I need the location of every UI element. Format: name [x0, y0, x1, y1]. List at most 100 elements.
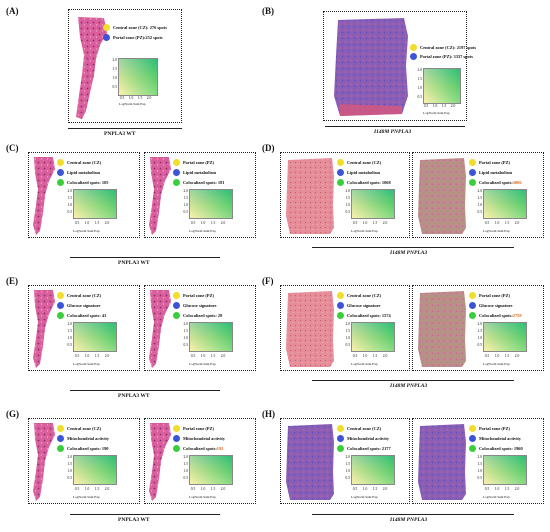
legend-central-zone: Central zone (CZ): 276 spots [103, 24, 167, 31]
panel-label-c: (C) [6, 143, 19, 153]
divider [70, 514, 220, 515]
legend-colocalized: Colocalized spots: 43 [57, 312, 106, 319]
panel-b-frame: Central zone (CZ): 2197 spots Portal zon… [323, 11, 476, 121]
colocalization-color-key: 2.0 1.5 1.0 0.5 0.5 1.0 1.5 2.0 LogNorm … [339, 455, 399, 503]
colocalization-color-key: 2.0 1.5 1.0 0.5 0.5 1.0 1.5 2.0 LogNorm … [61, 322, 121, 370]
legend-signature: Lipid metabolism [337, 169, 380, 176]
yellow-dot-icon [469, 425, 476, 432]
colocalization-color-key: 2.0 1.5 1.0 0.5 0.5 1.0 1.5 2.0 LogNorm … [471, 189, 531, 237]
blue-dot-icon [337, 435, 344, 442]
highlight-count: 192 [216, 446, 224, 451]
panel-f-right-frame: Portal zone (PZ) Glucose signature Coloc… [412, 285, 544, 371]
legend-colocalized: Colocalized spots: 1068 [337, 179, 391, 186]
tissue-section-image [418, 158, 466, 234]
tissue-section-image [286, 424, 334, 500]
colocalization-color-key: 2.0 1.5 1.0 0.5 0.5 1.0 1.5 2.0 LogNorm … [61, 189, 121, 237]
divider [312, 380, 514, 381]
green-dot-icon [57, 179, 64, 186]
green-dot-icon [469, 445, 476, 452]
blue-dot-icon [173, 302, 180, 309]
panel-g-right-frame: Portal zone (PZ) Mitochondrial activity … [144, 418, 256, 504]
panel-d-right-frame: Portal zone (PZ) Lipid metabolism Coloca… [412, 152, 544, 238]
panel-g-left-frame: Central zone (CZ) Mitochondrial activity… [28, 418, 140, 504]
panel-e-left-frame: Central zone (CZ) Glucose signature Colo… [28, 285, 140, 371]
legend-colocalized: Colocalized spots: 28 [173, 312, 222, 319]
blue-dot-icon [469, 302, 476, 309]
highlight-count: 3006 [512, 180, 522, 185]
tissue-section-image [286, 291, 334, 367]
legend-zone: Portal zone (PZ) [173, 292, 214, 299]
legend-signature: Mitochondrial activity [469, 435, 521, 442]
caption-h: I148M PNPLA3 [390, 517, 428, 523]
yellow-dot-icon [173, 159, 180, 166]
yellow-dot-icon [57, 292, 64, 299]
tissue-section-image [76, 17, 107, 119]
panel-f-left-frame: Central zone (CZ) Glucose signature Colo… [280, 285, 410, 371]
panel-h-right-frame: Portal zone (PZ) Mitochondrial activity … [412, 418, 544, 504]
divider [325, 126, 465, 127]
divider [312, 247, 514, 248]
panel-label-d: (D) [262, 143, 275, 153]
colocalization-color-key: 2.0 1.5 1.0 0.5 0.5 1.0 1.5 2.0 LogNorm … [177, 455, 237, 503]
colocalization-color-key: 2.0 1.5 1.0 0.5 0.5 1.0 1.5 2.0 LogNorm … [471, 322, 531, 370]
tissue-section-image [418, 291, 466, 367]
legend-zone: Central zone (CZ) [57, 292, 101, 299]
tissue-section-image [149, 423, 171, 501]
caption-g: PNPLA3 WT [118, 517, 150, 523]
tissue-section-image [33, 157, 55, 235]
caption-a: PNPLA3 WT [104, 131, 136, 137]
legend-colocalized: Colocalized spots: 2759 [469, 312, 522, 319]
blue-dot-icon [469, 169, 476, 176]
panel-label-h: (H) [262, 409, 275, 419]
colocalization-color-key: 2.0 1.5 1.0 0.5 0.5 1.0 1.5 2.0 LogNorm … [107, 58, 165, 106]
tissue-section-image [286, 158, 334, 234]
blue-dot-icon [173, 435, 180, 442]
highlight-count: 2759 [512, 313, 522, 318]
caption-f: I148M PNPLA3 [390, 383, 428, 389]
legend-zone: Central zone (CZ) [337, 292, 381, 299]
tissue-section-image [149, 157, 171, 235]
colocalization-color-key: 2.0 1.5 1.0 0.5 0.5 1.0 1.5 2.0 LogNorm … [61, 455, 121, 503]
green-dot-icon [337, 179, 344, 186]
tissue-section-image [33, 423, 55, 501]
legend-signature: Lipid metabolism [173, 169, 216, 176]
legend-portal-zone: Portal zone (PZ): 3337 spots [410, 53, 473, 60]
panel-label-b: (B) [262, 6, 274, 16]
green-dot-icon [57, 445, 64, 452]
colocalization-color-key: 2.0 1.5 1.0 0.5 0.5 1.0 1.5 2.0 LogNorm … [471, 455, 531, 503]
green-dot-icon [469, 179, 476, 186]
yellow-dot-icon [469, 159, 476, 166]
yellow-dot-icon [173, 425, 180, 432]
blue-dot-icon [103, 34, 110, 41]
colocalization-color-key: 2.0 1.5 1.0 0.5 0.5 1.0 1.5 2.0 LogNorm … [339, 189, 399, 237]
legend-signature: Lipid metabolism [469, 169, 512, 176]
green-dot-icon [173, 312, 180, 319]
green-dot-icon [469, 312, 476, 319]
green-dot-icon [337, 312, 344, 319]
yellow-dot-icon [103, 24, 110, 31]
legend-colocalized: Colocalized spots: 2177 [337, 445, 391, 452]
divider [312, 514, 514, 515]
panel-label-f: (F) [262, 276, 274, 286]
legend-zone: Portal zone (PZ) [173, 159, 214, 166]
caption-d: I148M PNPLA3 [390, 250, 428, 256]
yellow-dot-icon [337, 159, 344, 166]
legend-colocalized: Colocalized spots: 105 [57, 179, 108, 186]
colocalization-color-key: 2.0 1.5 1.0 0.5 0.5 1.0 1.5 2.0 LogNorm … [411, 68, 465, 118]
legend-colocalized: Colocalized spots: 181 [173, 179, 224, 186]
yellow-dot-icon [57, 425, 64, 432]
blue-dot-icon [337, 169, 344, 176]
divider [70, 390, 220, 391]
yellow-dot-icon [469, 292, 476, 299]
legend-zone: Central zone (CZ) [57, 425, 101, 432]
panel-d-left-frame: Central zone (CZ) Lipid metabolism Coloc… [280, 152, 410, 238]
green-dot-icon [57, 312, 64, 319]
legend-zone: Portal zone (PZ) [173, 425, 214, 432]
yellow-dot-icon [57, 159, 64, 166]
divider [68, 128, 182, 129]
legend-portal-zone: Portal zone (PZ):252 spots [103, 34, 163, 41]
legend-signature: Glucose signature [469, 302, 512, 309]
caption-e: PNPLA3 WT [118, 393, 150, 399]
legend-signature: Glucose signature [57, 302, 100, 309]
blue-dot-icon [337, 302, 344, 309]
